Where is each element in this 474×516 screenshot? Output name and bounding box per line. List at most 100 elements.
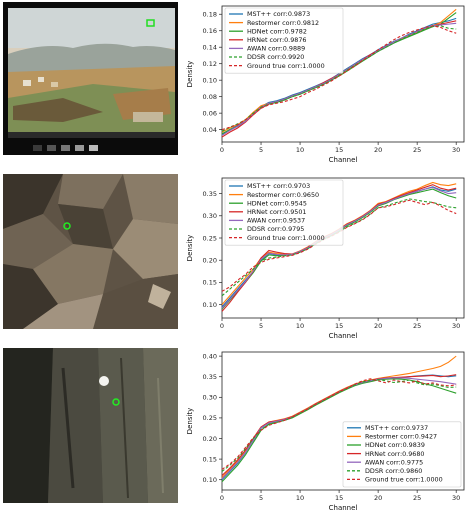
x-tick-label: 5: [259, 494, 263, 502]
y-tick-label: 0.08: [203, 93, 217, 101]
y-tick-label: 0.15: [203, 455, 217, 463]
plot-2: 0 5 10 15 20 25 30 0.10 0.15 0.20 0.25 0.30 0.35 Chan…: [180, 172, 470, 344]
legend-label: HDNet corr:0.9545: [247, 199, 307, 207]
x-tick-label: 10: [296, 146, 304, 154]
y-tick-label: 0.40: [203, 352, 217, 360]
x-axis-label: Channel: [329, 504, 358, 512]
y-tick-label: 0.20: [203, 435, 217, 443]
legend-label: Ground true corr:1.0000: [365, 476, 443, 484]
x-tick-label: 0: [220, 322, 224, 330]
y-axis-label: Density: [186, 408, 194, 435]
legend-label: AWAN corr:0.9889: [247, 45, 305, 53]
y-axis-label: Density: [186, 235, 194, 262]
legend-label: DDSR corr:0.9795: [247, 225, 304, 233]
legend-label: AWAN corr:0.9775: [365, 458, 423, 466]
x-tick-label: 15: [335, 494, 343, 502]
y-tick-label: 0.20: [203, 257, 217, 265]
photo-canyon-wall: [3, 348, 178, 503]
legend-label: MST++ corr:0.9703: [247, 182, 310, 190]
x-tick-label: 25: [413, 146, 421, 154]
x-tick-label: 20: [374, 322, 382, 330]
y-tick-label: 0.10: [203, 301, 217, 309]
y-tick-label: 0.35: [203, 190, 217, 198]
series-line-ddsr: [221, 25, 457, 132]
x-tick-label: 0: [220, 146, 224, 154]
photo-painting-landscape: [3, 2, 178, 155]
legend-box: [342, 421, 462, 488]
y-tick-label: 0.18: [203, 11, 217, 19]
legend-label: HDNet corr:0.9839: [365, 441, 425, 449]
series-line-ddsr: [221, 379, 457, 472]
series-line-gt: [221, 378, 457, 470]
x-tick-label: 20: [374, 146, 382, 154]
y-tick-label: 0.35: [203, 373, 217, 381]
legend-label: Restormer corr:0.9812: [247, 19, 319, 27]
x-tick-label: 25: [413, 322, 421, 330]
y-tick-label: 0.25: [203, 234, 217, 242]
y-tick-label: 0.12: [203, 60, 217, 68]
series-group: [221, 8, 457, 138]
figure-row-1: 0 5 10 15 20 25 30 0.04 0.06 0.08 0.10 0.12 0.14 0.16…: [0, 0, 474, 168]
series-group: [221, 355, 457, 483]
y-tick-label: 0.04: [203, 126, 217, 134]
x-tick-label: 0: [220, 494, 224, 502]
legend-label: Ground true corr:1.0000: [247, 62, 325, 70]
legend-label: HDNet corr:0.9782: [247, 27, 307, 35]
legend-label: DDSR corr:0.9860: [365, 467, 422, 475]
legend-label: DDSR corr:0.9920: [247, 53, 304, 61]
density-chart-2: 0 5 10 15 20 25 30 0.10 0.15 0.20 0.25 0.30 0.35 Chan…: [186, 177, 465, 340]
x-tick-label: 15: [335, 322, 343, 330]
legend-label: MST++ corr:0.9737: [365, 424, 428, 432]
y-tick-label: 0.30: [203, 212, 217, 220]
legend-label: MST++ corr:0.9873: [247, 10, 310, 18]
legend-label: Restormer corr:0.9427: [365, 433, 437, 441]
y-tick-label: 0.10: [203, 76, 217, 84]
legend-box: [224, 179, 344, 246]
x-tick-label: 20: [374, 494, 382, 502]
painting-image: [3, 2, 178, 155]
x-tick-label: 15: [335, 146, 343, 154]
x-tick-label: 5: [259, 322, 263, 330]
legend-box: [224, 7, 344, 74]
figure-row-2: 0 5 10 15 20 25 30 0.10 0.15 0.20 0.25 0.30 0.35 Chan…: [0, 172, 474, 344]
x-tick-label: 30: [452, 494, 460, 502]
x-axis-label: Channel: [329, 332, 358, 340]
density-chart-1: 0 5 10 15 20 25 30 0.04 0.06 0.08 0.10 0.12 0.14 0.16…: [186, 5, 465, 164]
legend-label: HRNet corr:0.9876: [247, 36, 306, 44]
sample-point-marker: [112, 398, 120, 406]
x-tick-label: 30: [452, 322, 460, 330]
y-tick-label: 0.30: [203, 394, 217, 402]
legend-label: HRNet corr:0.9501: [247, 208, 306, 216]
sample-point-marker: [63, 222, 71, 230]
canyon-image: [3, 348, 178, 503]
plot-3: 0 5 10 15 20 25 30 0.10 0.15 0.20 0.25 0.30 0.35 0.40…: [180, 346, 470, 516]
legend-label: AWAN corr:0.9537: [247, 217, 305, 225]
density-chart-3: 0 5 10 15 20 25 30 0.10 0.15 0.20 0.25 0.30 0.35 0.40…: [186, 351, 465, 512]
x-tick-label: 10: [296, 494, 304, 502]
legend-label: Ground true corr:1.0000: [247, 234, 325, 242]
figure-row-3: 0 5 10 15 20 25 30 0.10 0.15 0.20 0.25 0.30 0.35 0.40…: [0, 346, 474, 516]
legend-label: HRNet corr:0.9680: [365, 450, 424, 458]
plot-1: 0 5 10 15 20 25 30 0.04 0.06 0.08 0.10 0.12 0.14 0.16…: [180, 0, 470, 168]
y-tick-label: 0.25: [203, 414, 217, 422]
y-tick-label: 0.06: [203, 109, 217, 117]
series-line-mst: [221, 17, 457, 136]
y-tick-label: 0.10: [203, 476, 217, 484]
x-tick-label: 5: [259, 146, 263, 154]
x-tick-label: 10: [296, 322, 304, 330]
x-tick-label: 30: [452, 146, 460, 154]
y-tick-label: 0.16: [203, 27, 217, 35]
legend-label: Restormer corr:0.9650: [247, 191, 319, 199]
x-tick-label: 25: [413, 494, 421, 502]
x-axis-label: Channel: [329, 156, 358, 164]
rock-image: [3, 174, 178, 329]
y-axis-label: Density: [186, 61, 194, 88]
sample-point-marker: [146, 19, 155, 27]
y-tick-label: 0.15: [203, 279, 217, 287]
series-line-gt: [221, 25, 457, 131]
photo-rock-face: [3, 174, 178, 329]
y-tick-label: 0.14: [203, 44, 217, 52]
